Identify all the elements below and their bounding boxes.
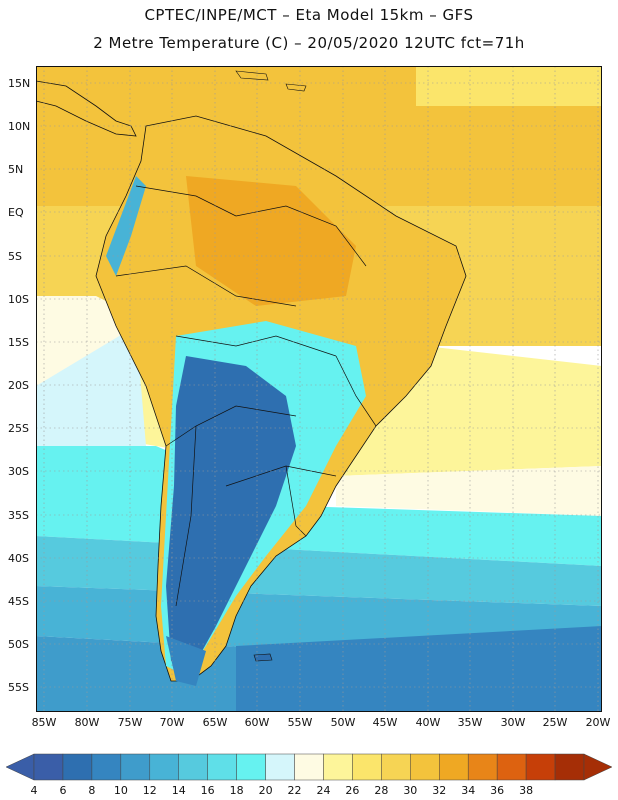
lat-label: 5S: [8, 250, 22, 263]
lat-label: 50S: [8, 638, 29, 651]
lon-label: 45W: [372, 716, 398, 729]
andes-cold-strip: [106, 176, 146, 276]
falkland-islands: [253, 653, 273, 662]
colorbar-swatch: [439, 753, 469, 781]
lon-label: 20W: [585, 716, 611, 729]
lat-label: 10N: [8, 120, 31, 133]
southern-cone-tip: [166, 636, 206, 686]
colorbar-arrow-right: [583, 753, 613, 781]
colorbar-swatch: [149, 753, 179, 781]
colorbar-swatch: [120, 753, 151, 781]
lon-label: 25W: [542, 716, 568, 729]
colorbar-swatch: [525, 753, 556, 781]
colorbar-label: 24: [316, 784, 331, 797]
colorbar-label: 28: [374, 784, 389, 797]
colorbar-label: 10: [113, 784, 128, 797]
colorbar-swatch: [33, 753, 64, 781]
lat-label: 30S: [8, 465, 29, 478]
lat-label: EQ: [8, 206, 24, 219]
colorbar-swatch: [323, 753, 353, 781]
colorbar-swatch: [62, 753, 93, 781]
ocean-band-pacific-18: [36, 326, 146, 446]
land-cold-region: [166, 356, 296, 671]
lon-label: 75W: [117, 716, 143, 729]
colorbar-swatch: [554, 753, 585, 781]
lat-label: 40S: [8, 552, 29, 565]
lat-label: 45S: [8, 595, 29, 608]
lon-label: 55W: [287, 716, 313, 729]
colorbar-label: 20: [258, 784, 273, 797]
colorbar-label: 12: [142, 784, 157, 797]
lat-label: 55S: [8, 681, 29, 694]
lat-label: 5N: [8, 163, 24, 176]
lon-label: 70W: [159, 716, 185, 729]
colorbar-label: 4: [30, 784, 38, 797]
map-frame: [36, 66, 602, 712]
lat-label: 20S: [8, 379, 29, 392]
colorbar-swatch: [236, 753, 266, 781]
colorbar-label: 8: [88, 784, 96, 797]
map-title: CPTEC/INPE/MCT – Eta Model 15km – GFS: [144, 6, 474, 24]
colorbar-label: 6: [59, 784, 67, 797]
colorbar-label: 36: [490, 784, 505, 797]
lon-label: 35W: [457, 716, 483, 729]
lon-label: 50W: [330, 716, 356, 729]
lat-label: 15N: [8, 77, 31, 90]
country-borders: [115, 185, 377, 607]
colorbar-swatch: [178, 753, 208, 781]
lat-label: 15S: [8, 336, 29, 349]
land-warm-core: [186, 176, 356, 306]
colorbar-arrow-left: [5, 753, 35, 781]
lon-label: 60W: [244, 716, 270, 729]
lat-label: 10S: [8, 293, 29, 306]
colorbar-label: 26: [345, 784, 360, 797]
colorbar-label: 32: [432, 784, 447, 797]
lon-label: 85W: [31, 716, 57, 729]
lat-label: 35S: [8, 509, 29, 522]
ocean-band-22: [336, 466, 602, 516]
temperature-colorbar: [5, 753, 613, 781]
caribbean-islands: [235, 70, 307, 92]
lon-label: 65W: [202, 716, 228, 729]
colorbar-swatch: [467, 753, 498, 781]
colorbar-label: 16: [200, 784, 215, 797]
colorbar-label: 34: [461, 784, 476, 797]
colorbar-label: 38: [519, 784, 534, 797]
colorbar-swatch: [91, 753, 122, 781]
colorbar-swatch: [352, 753, 382, 781]
colorbar-swatch: [207, 753, 237, 781]
colorbar-swatch: [381, 753, 411, 781]
colorbar-label: 22: [287, 784, 302, 797]
colorbar-swatch: [496, 753, 527, 781]
colorbar-swatch: [294, 753, 324, 781]
colorbar-swatch: [410, 753, 440, 781]
colorbar-label: 14: [171, 784, 186, 797]
temperature-map: [36, 66, 602, 712]
central-america: [36, 80, 137, 137]
lon-label: 80W: [74, 716, 100, 729]
map-subtitle: 2 Metre Temperature (C) – 20/05/2020 12U…: [93, 34, 525, 52]
lat-label: 25S: [8, 422, 29, 435]
ocean-band-8-south: [236, 626, 602, 712]
lon-label: 40W: [415, 716, 441, 729]
lon-label: 30W: [500, 716, 526, 729]
colorbar-label: 18: [229, 784, 244, 797]
ocean-band-hot-ne: [416, 66, 602, 106]
colorbar-label: 30: [403, 784, 418, 797]
colorbar-swatch: [265, 753, 295, 781]
